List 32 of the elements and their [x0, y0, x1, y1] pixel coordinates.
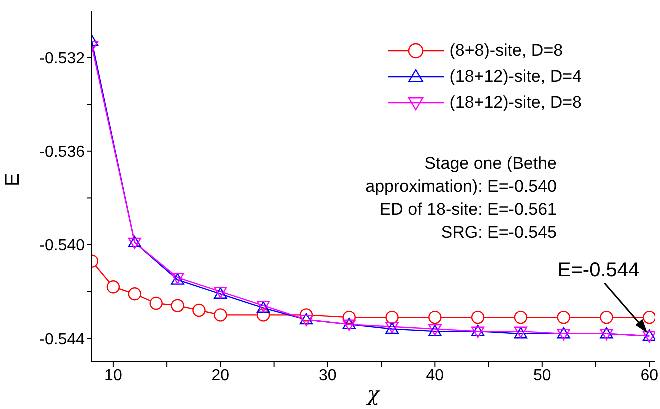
point — [643, 310, 655, 324]
legend-label: (8+8)-site, D=8 — [450, 41, 564, 61]
annotation: E=-0.544 — [558, 259, 640, 282]
legend-label: (18+12)-site, D=4 — [450, 67, 582, 87]
x-tick-label: 40 — [426, 367, 444, 384]
legend-label: (18+12)-site, D=8 — [450, 93, 582, 113]
point — [386, 310, 399, 324]
point — [557, 310, 570, 324]
x-tick-label: 50 — [534, 367, 552, 384]
x-axis-title: χ — [365, 382, 382, 406]
annotation: SRG: E=-0.545 — [440, 222, 557, 244]
point — [171, 299, 184, 312]
point — [471, 310, 485, 324]
y-tick-label: -0.532 — [40, 50, 86, 68]
y-tick-label: -0.540 — [40, 238, 86, 255]
x-tick-label: 30 — [319, 367, 337, 384]
x-tick-label: 10 — [104, 367, 122, 384]
x-tick-label: 60 — [640, 367, 659, 384]
y-axis-title: E — [2, 173, 24, 186]
y-tick-label: -0.536 — [40, 144, 86, 162]
point — [600, 310, 614, 324]
y-tick-label: -0.544 — [40, 331, 86, 348]
point — [192, 304, 206, 318]
annotation: ED of 18-site: E=-0.561 — [378, 199, 557, 221]
annotation: Stage one (Bethe approximation): E=-0.540 — [364, 153, 557, 198]
point — [428, 310, 442, 324]
point — [150, 296, 163, 310]
point — [128, 288, 142, 301]
point — [106, 280, 120, 294]
x-tick-label: 20 — [212, 367, 230, 384]
point — [214, 308, 228, 322]
point — [514, 310, 528, 324]
